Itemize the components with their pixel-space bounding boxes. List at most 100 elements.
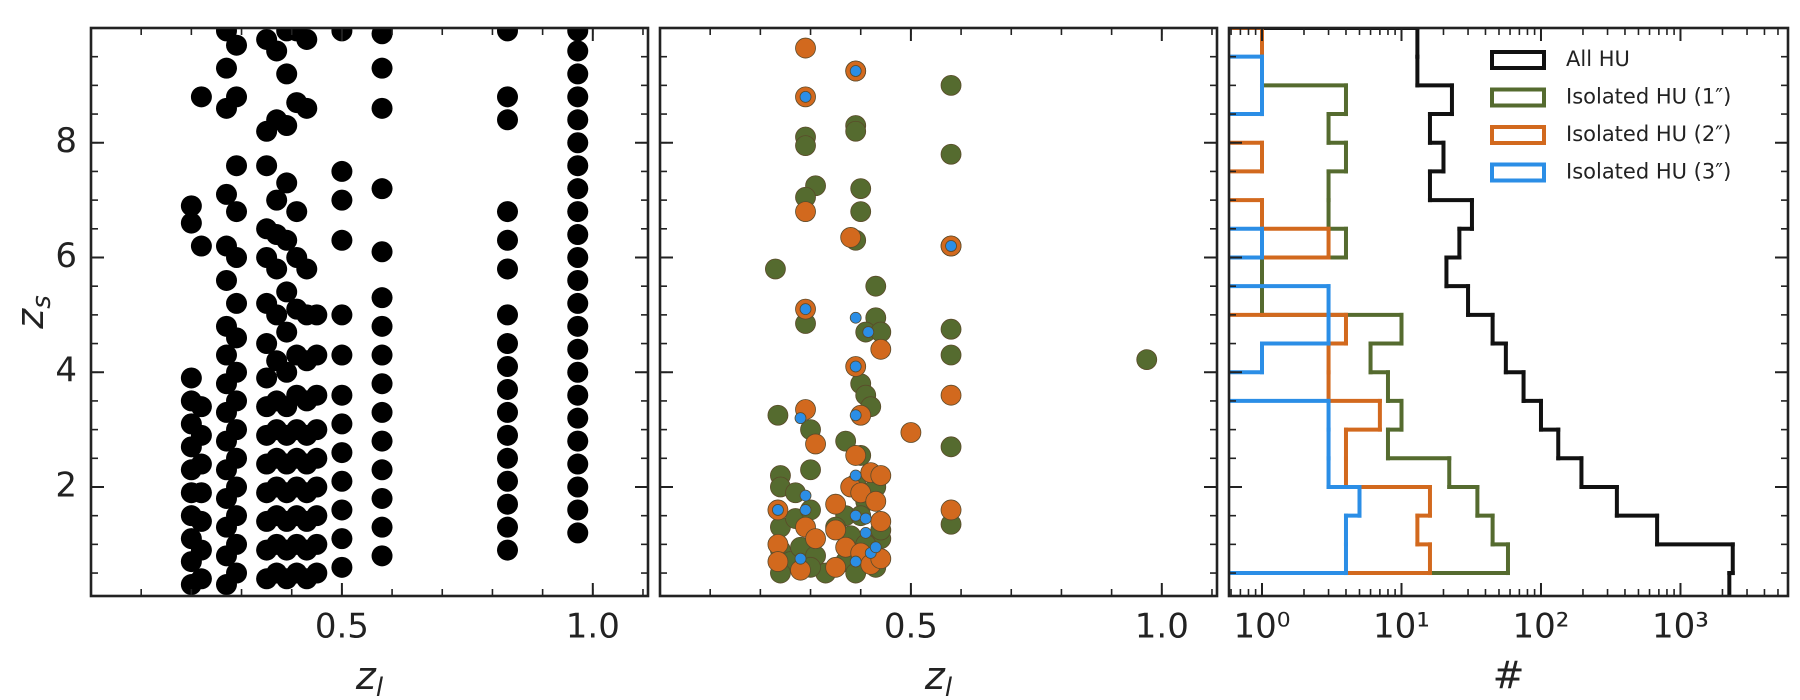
point bbox=[496, 378, 518, 400]
axes-frame bbox=[658, 26, 1219, 598]
point bbox=[371, 241, 393, 263]
point bbox=[567, 453, 589, 475]
point bbox=[859, 512, 872, 525]
point bbox=[331, 499, 353, 521]
point bbox=[849, 311, 862, 324]
legend-label: Isolated HU (2″) bbox=[1566, 122, 1731, 146]
point bbox=[496, 258, 518, 280]
x-axis-label: # bbox=[1493, 654, 1525, 698]
point bbox=[276, 172, 298, 194]
x-tick-label: 10¹ bbox=[1373, 607, 1430, 647]
point bbox=[226, 390, 248, 412]
point bbox=[371, 57, 393, 79]
point bbox=[840, 227, 862, 248]
point bbox=[870, 465, 892, 486]
point bbox=[226, 533, 248, 555]
x-axis-label-base: z bbox=[924, 654, 946, 698]
point bbox=[371, 545, 393, 567]
point bbox=[765, 258, 786, 280]
point bbox=[567, 315, 589, 337]
point bbox=[496, 470, 518, 492]
point bbox=[849, 509, 862, 522]
x-axis-label-subscript: l bbox=[945, 673, 953, 700]
point bbox=[870, 338, 892, 360]
point bbox=[805, 433, 826, 455]
point bbox=[256, 155, 278, 177]
point bbox=[794, 552, 807, 565]
point bbox=[940, 318, 962, 340]
point bbox=[567, 40, 589, 62]
point bbox=[567, 522, 589, 544]
legend-label: Isolated HU (1″) bbox=[1566, 85, 1731, 109]
point bbox=[226, 419, 248, 441]
point bbox=[865, 490, 887, 512]
point bbox=[767, 404, 789, 426]
point bbox=[190, 396, 212, 418]
point bbox=[331, 442, 353, 464]
point bbox=[567, 269, 589, 291]
x-axis-label-subscript: l bbox=[376, 673, 384, 700]
plot-area bbox=[180, 28, 589, 596]
point bbox=[226, 155, 248, 177]
point bbox=[496, 28, 518, 42]
point bbox=[276, 115, 298, 137]
point bbox=[331, 413, 353, 435]
x-axis-label: zl bbox=[924, 654, 953, 700]
point bbox=[799, 90, 812, 103]
point bbox=[496, 356, 518, 378]
point bbox=[306, 562, 328, 584]
point bbox=[567, 499, 589, 521]
point bbox=[800, 459, 821, 481]
y-tick-label: 8 bbox=[55, 121, 77, 161]
point bbox=[795, 135, 816, 157]
axes-frame bbox=[1227, 26, 1790, 598]
point bbox=[799, 504, 812, 516]
point bbox=[331, 189, 353, 211]
point bbox=[180, 195, 202, 217]
point bbox=[567, 63, 589, 85]
point bbox=[331, 470, 353, 492]
point bbox=[900, 422, 922, 443]
point bbox=[940, 143, 962, 165]
point bbox=[567, 384, 589, 406]
point bbox=[266, 189, 288, 211]
point bbox=[567, 86, 589, 108]
point bbox=[869, 541, 882, 554]
point bbox=[799, 489, 812, 502]
point bbox=[306, 304, 328, 326]
point bbox=[940, 74, 962, 96]
point bbox=[371, 487, 393, 509]
point bbox=[945, 240, 957, 252]
y-tick-label: 6 bbox=[55, 236, 77, 276]
point bbox=[331, 528, 353, 550]
point bbox=[276, 361, 298, 383]
point bbox=[215, 269, 237, 291]
point bbox=[940, 499, 962, 521]
point bbox=[190, 482, 212, 504]
point bbox=[496, 539, 518, 561]
x-tick-label: 10² bbox=[1513, 607, 1570, 647]
point bbox=[226, 201, 248, 223]
point bbox=[805, 528, 826, 550]
point bbox=[266, 304, 288, 326]
point bbox=[496, 109, 518, 131]
point bbox=[496, 401, 518, 423]
point bbox=[799, 303, 812, 316]
point bbox=[371, 516, 393, 538]
point bbox=[567, 155, 589, 177]
legend-label: Isolated HU (3″) bbox=[1566, 160, 1731, 184]
point bbox=[226, 292, 248, 314]
point bbox=[371, 28, 393, 45]
point bbox=[226, 476, 248, 498]
legend-swatch bbox=[1490, 50, 1546, 70]
point bbox=[276, 229, 298, 251]
point bbox=[306, 505, 328, 527]
point bbox=[835, 430, 857, 452]
point bbox=[567, 430, 589, 452]
point bbox=[940, 344, 962, 366]
point bbox=[795, 37, 816, 59]
y-axis-label-base: z bbox=[8, 308, 52, 330]
point bbox=[306, 533, 328, 555]
x-tick-label: 1.0 bbox=[1135, 607, 1189, 647]
